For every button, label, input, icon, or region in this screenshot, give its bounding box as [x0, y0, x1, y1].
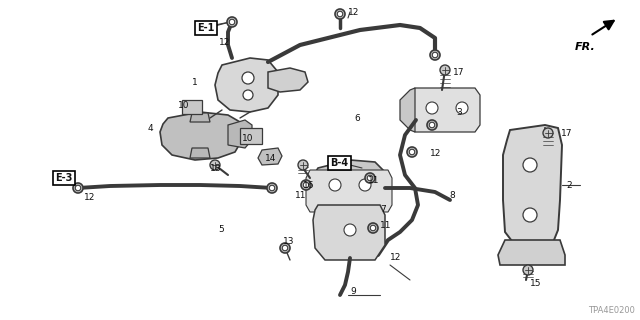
Circle shape [242, 72, 254, 84]
Circle shape [301, 180, 311, 190]
Text: 9: 9 [350, 287, 356, 297]
Text: B-4: B-4 [330, 158, 348, 168]
Polygon shape [215, 58, 278, 112]
Text: 12: 12 [84, 194, 95, 203]
Polygon shape [190, 113, 210, 122]
Circle shape [456, 102, 468, 114]
Text: 8: 8 [449, 190, 455, 199]
Polygon shape [400, 88, 415, 132]
Circle shape [543, 128, 553, 138]
Text: 6: 6 [354, 114, 360, 123]
Circle shape [368, 223, 378, 233]
Circle shape [371, 225, 376, 231]
Text: 2: 2 [566, 180, 572, 189]
Bar [240, 128, 262, 144]
Circle shape [303, 182, 308, 188]
Polygon shape [498, 240, 565, 265]
Circle shape [269, 185, 275, 191]
Circle shape [523, 265, 533, 275]
Circle shape [76, 185, 81, 191]
Text: 12: 12 [219, 37, 230, 46]
Text: 16: 16 [303, 180, 314, 189]
Circle shape [210, 160, 220, 170]
Polygon shape [312, 160, 387, 210]
Circle shape [337, 11, 343, 17]
Circle shape [431, 51, 439, 59]
Text: E-1: E-1 [197, 23, 214, 33]
Circle shape [429, 122, 435, 128]
Text: 10: 10 [242, 133, 253, 142]
Polygon shape [160, 112, 242, 160]
Text: 3: 3 [456, 108, 461, 116]
Text: FR.: FR. [575, 42, 596, 52]
Text: 18: 18 [210, 164, 221, 172]
Text: 12: 12 [390, 253, 401, 262]
Text: 11: 11 [368, 175, 380, 185]
Text: 13: 13 [283, 237, 294, 246]
Text: E-3: E-3 [55, 173, 72, 183]
Circle shape [359, 179, 371, 191]
Text: 15: 15 [530, 278, 541, 287]
Circle shape [243, 90, 253, 100]
Circle shape [426, 102, 438, 114]
Text: 1: 1 [192, 77, 198, 86]
Text: 17: 17 [453, 68, 465, 76]
Text: 12: 12 [348, 7, 360, 17]
Circle shape [344, 224, 356, 236]
Circle shape [335, 9, 345, 19]
Text: 11: 11 [380, 220, 392, 229]
Polygon shape [306, 170, 392, 212]
Circle shape [227, 17, 237, 27]
Text: 7: 7 [380, 205, 386, 214]
Circle shape [298, 160, 308, 170]
Bar [182, 100, 202, 114]
Text: 12: 12 [430, 148, 442, 157]
Circle shape [73, 183, 83, 193]
Circle shape [409, 149, 415, 155]
Circle shape [440, 65, 450, 75]
Polygon shape [415, 90, 475, 127]
Circle shape [267, 183, 277, 193]
Text: 11: 11 [295, 190, 307, 199]
Text: 4: 4 [148, 124, 154, 132]
Polygon shape [503, 125, 562, 248]
Circle shape [367, 175, 372, 181]
Polygon shape [313, 205, 385, 260]
Circle shape [432, 52, 438, 58]
Circle shape [427, 120, 437, 130]
Polygon shape [410, 88, 480, 132]
Polygon shape [258, 148, 282, 165]
Text: 14: 14 [265, 154, 276, 163]
Text: TPA4E0200: TPA4E0200 [588, 306, 635, 315]
Circle shape [523, 208, 537, 222]
Polygon shape [228, 120, 252, 148]
Circle shape [365, 173, 375, 183]
Text: 10: 10 [178, 100, 189, 109]
Circle shape [430, 50, 440, 60]
Text: 5: 5 [218, 226, 224, 235]
Circle shape [523, 158, 537, 172]
Polygon shape [268, 68, 308, 92]
Circle shape [229, 19, 235, 25]
Circle shape [329, 179, 341, 191]
Circle shape [280, 243, 290, 253]
Text: 17: 17 [561, 129, 573, 138]
Polygon shape [190, 148, 210, 158]
Circle shape [282, 245, 288, 251]
Circle shape [407, 147, 417, 157]
